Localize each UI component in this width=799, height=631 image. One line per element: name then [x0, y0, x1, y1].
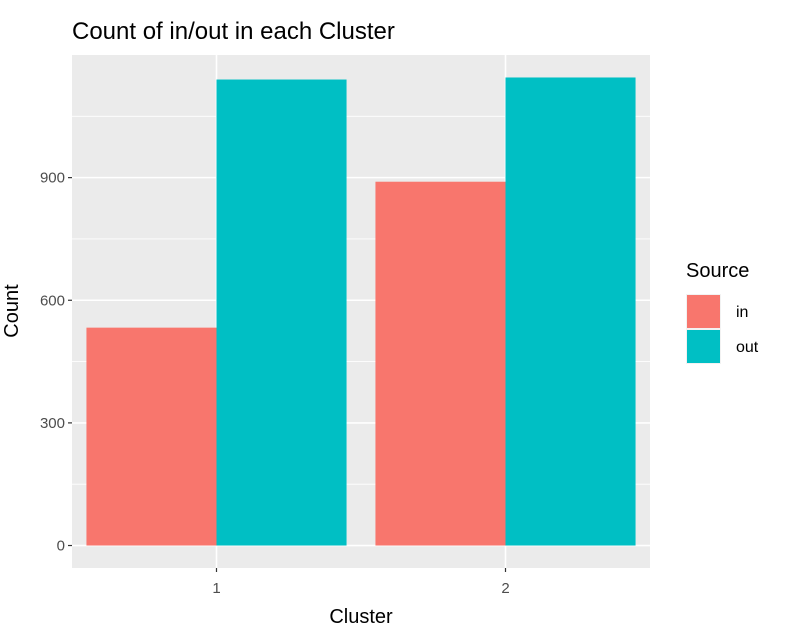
y-axis: 0 300 600 900 [40, 170, 72, 555]
x-tick-label: 2 [501, 580, 509, 597]
bar-in-2 [375, 181, 506, 546]
x-axis-title: Cluster [329, 606, 393, 628]
y-axis-title: Count [1, 284, 23, 338]
y-tick-label: 900 [40, 170, 65, 187]
bars [86, 77, 636, 546]
bar-out-1 [216, 79, 347, 546]
y-tick-label: 600 [40, 292, 65, 309]
legend-swatch-out [687, 330, 720, 363]
bar-out-2 [505, 77, 636, 546]
legend-items: in out [686, 294, 759, 364]
x-tick-label: 1 [212, 580, 220, 597]
chart-title: Count of in/out in each Cluster [72, 18, 395, 45]
y-tick-label: 300 [40, 415, 65, 432]
legend-swatch-in [687, 295, 720, 328]
legend: Source in out [686, 260, 759, 364]
legend-title: Source [686, 260, 749, 282]
y-tick-label: 0 [57, 538, 65, 555]
legend-label-out: out [736, 339, 759, 356]
legend-label-in: in [736, 304, 748, 321]
bar-in-1 [86, 327, 217, 546]
